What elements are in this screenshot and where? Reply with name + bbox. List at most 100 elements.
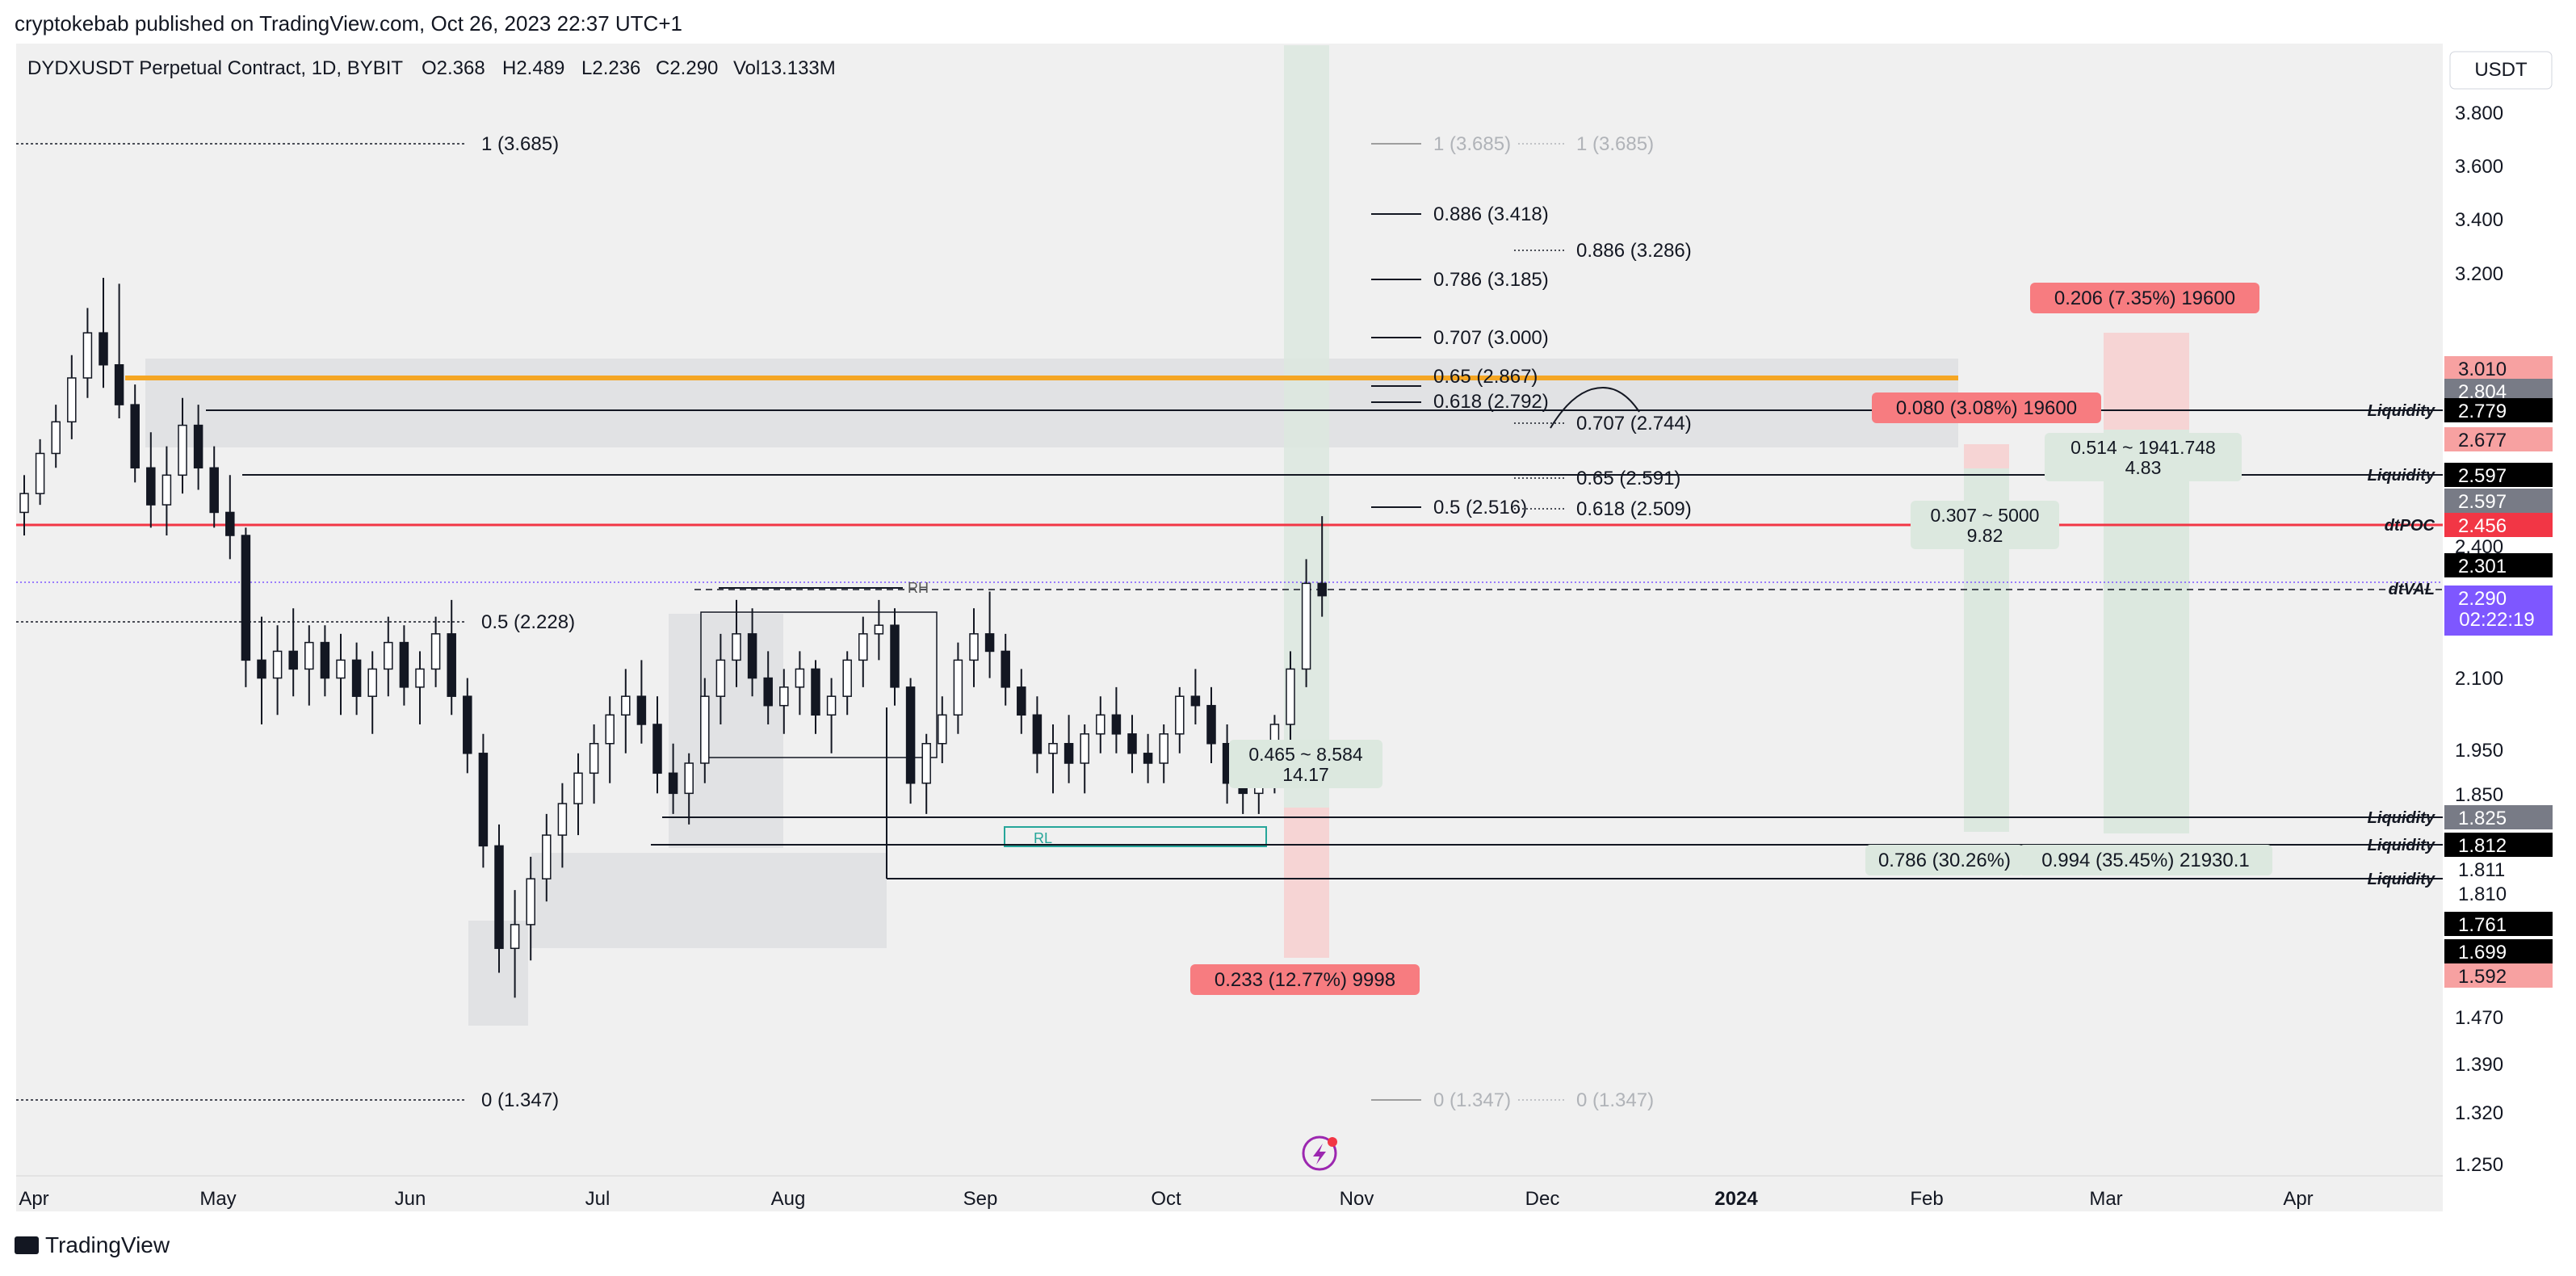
candle bbox=[463, 695, 472, 754]
target-label-3-bg bbox=[1190, 964, 1420, 995]
candle bbox=[747, 633, 757, 679]
fib-mid-0: 0 (1.347) bbox=[1433, 1089, 1511, 1111]
candle bbox=[336, 659, 346, 679]
target-label-3: 0.233 (12.77%) 9998 bbox=[1215, 969, 1395, 991]
ohlc-close: C2.290 bbox=[656, 57, 718, 79]
candle bbox=[288, 650, 298, 670]
price-chart[interactable]: DYDXUSDT Perpetual Contract, 1D, BYBIT O… bbox=[0, 32, 2576, 1244]
candle bbox=[795, 668, 805, 688]
candle bbox=[668, 772, 678, 795]
candle bbox=[1080, 733, 1089, 764]
candle bbox=[178, 424, 187, 476]
candle bbox=[1064, 742, 1074, 764]
range-box-lower bbox=[531, 853, 887, 948]
candle bbox=[1032, 714, 1043, 754]
price-badge-bg bbox=[2444, 513, 2553, 537]
tradingview-brand[interactable]: TradingView bbox=[15, 1232, 170, 1258]
target-label-2: 0.080 (3.08%) 19600 bbox=[1896, 397, 2077, 419]
candle bbox=[1143, 753, 1153, 764]
trade-highlight-zone bbox=[1284, 45, 1329, 958]
candle bbox=[209, 467, 219, 514]
candle bbox=[114, 364, 124, 405]
price-badge-bg bbox=[2444, 939, 2553, 963]
rl-box bbox=[1004, 826, 1267, 847]
liquidity-tag-1: Liquidity bbox=[2368, 402, 2435, 420]
candle bbox=[399, 641, 409, 688]
price-badges: 3.0102.8042.7792.6772.5972.5972.4562.301… bbox=[2444, 356, 2553, 988]
price-badge: 2.597 bbox=[2458, 465, 2507, 487]
price-badge: 1.812 bbox=[2458, 835, 2507, 857]
candle bbox=[1301, 582, 1311, 670]
x-tick-feb: Feb bbox=[1910, 1188, 1943, 1210]
x-tick-apr-2024: Apr bbox=[2283, 1188, 2313, 1210]
y-tick-3200: 3.200 bbox=[2455, 263, 2503, 285]
currency-button[interactable] bbox=[2449, 51, 2553, 90]
candle bbox=[1111, 714, 1122, 735]
price-badge-bg bbox=[2444, 881, 2553, 905]
candle bbox=[478, 753, 489, 847]
stats-box-1-line2: 14.17 bbox=[1282, 764, 1329, 785]
fib-mid-0618: 0.618 (2.792) bbox=[1433, 391, 1549, 413]
price-badge-bg bbox=[2444, 489, 2553, 513]
x-tick-mar: Mar bbox=[2089, 1188, 2122, 1210]
candle bbox=[99, 332, 108, 366]
x-tick-apr: Apr bbox=[19, 1188, 48, 1210]
candle bbox=[1048, 742, 1058, 754]
candle bbox=[351, 659, 362, 697]
candle bbox=[526, 878, 535, 926]
price-badge-bg bbox=[2444, 857, 2553, 881]
lightning-icon[interactable] bbox=[1302, 1135, 1337, 1171]
liquidity-tag-3: Liquidity bbox=[2368, 809, 2435, 827]
candle bbox=[1127, 733, 1137, 754]
candle bbox=[715, 659, 726, 697]
candle bbox=[1096, 714, 1105, 735]
target-label-5-bg bbox=[2019, 845, 2272, 875]
price-badge: 1.592 bbox=[2458, 966, 2507, 988]
candle bbox=[193, 424, 203, 469]
fib-right-0618: 0.618 (2.509) bbox=[1576, 498, 1692, 520]
price-badge-bg bbox=[2444, 586, 2553, 636]
x-tick-oct: Oct bbox=[1151, 1188, 1181, 1210]
candle bbox=[257, 659, 266, 679]
fib-right-0707: 0.707 (2.744) bbox=[1576, 413, 1692, 434]
price-badge-bg bbox=[2444, 963, 2553, 988]
price-badge-bg bbox=[2444, 553, 2553, 577]
candle bbox=[858, 633, 868, 661]
candle bbox=[921, 742, 931, 784]
candle bbox=[447, 633, 456, 697]
time-axis[interactable] bbox=[16, 1176, 2443, 1211]
fib-mid-065: 0.65 (2.867) bbox=[1433, 366, 1538, 388]
rh-label: RH bbox=[908, 580, 929, 596]
fib-mid-1: 1 (3.685) bbox=[1433, 133, 1511, 155]
price-badge-bg bbox=[2444, 463, 2553, 487]
candle bbox=[1317, 582, 1327, 597]
candle bbox=[1159, 733, 1168, 764]
liquidity-tag-5: Liquidity bbox=[2368, 871, 2435, 888]
brand-label: TradingView bbox=[45, 1232, 170, 1257]
candle bbox=[272, 650, 283, 679]
candle bbox=[130, 404, 140, 469]
target-label-1-bg bbox=[2030, 283, 2259, 313]
x-tick-jun: Jun bbox=[395, 1188, 426, 1210]
candle bbox=[826, 695, 837, 716]
candle bbox=[732, 633, 741, 661]
candle bbox=[890, 624, 900, 688]
stats-box-3-line1: 0.514 ~ 1941.748 bbox=[2070, 437, 2216, 458]
x-tick-2024: 2024 bbox=[1714, 1188, 1758, 1210]
stop-zone bbox=[1284, 808, 1329, 958]
candle bbox=[874, 624, 884, 635]
candle bbox=[320, 641, 330, 679]
candle bbox=[19, 493, 29, 514]
candle bbox=[241, 535, 251, 661]
y-tick-1470: 1.470 bbox=[2455, 1007, 2503, 1029]
y-tick-3400: 3.400 bbox=[2455, 209, 2503, 231]
stats-box-1 bbox=[1229, 740, 1382, 788]
tradingview-logo-icon bbox=[15, 1236, 39, 1254]
stats-box-3 bbox=[2045, 433, 2242, 481]
price-badge-bg bbox=[2444, 805, 2553, 829]
fib-left-0-label: 0 (1.347) bbox=[481, 1089, 559, 1111]
range-outline bbox=[700, 611, 938, 758]
candle bbox=[225, 511, 235, 536]
fib-mid-05: 0.5 (2.516) bbox=[1433, 497, 1527, 518]
countdown-label: 02:22:19 bbox=[2459, 609, 2534, 631]
